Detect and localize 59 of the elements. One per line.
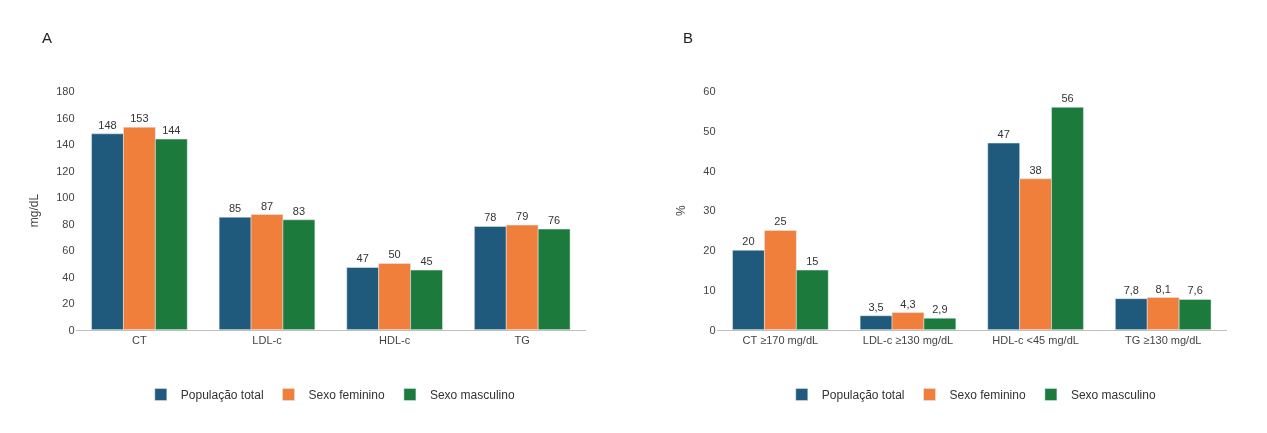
data-label: 56 xyxy=(1061,92,1074,105)
data-label: 50 xyxy=(388,248,401,261)
data-label: 4,3 xyxy=(900,297,916,310)
data-label: 144 xyxy=(162,124,181,137)
y-tick-label: 0 xyxy=(709,323,716,336)
x-tick-label: HDL-c <45 mg/dL xyxy=(992,333,1079,346)
data-label: 25 xyxy=(774,215,787,228)
y-tick-label: 40 xyxy=(62,270,75,283)
data-label: 20 xyxy=(742,235,755,248)
legend-label: População total xyxy=(180,388,264,403)
y-tick-label: 60 xyxy=(703,85,716,98)
data-label: 79 xyxy=(516,210,529,223)
y-tick-label: 20 xyxy=(62,297,75,310)
x-tick-label: CT xyxy=(132,333,148,346)
x-tick-label: LDL-c ≥130 mg/dL xyxy=(862,333,954,346)
x-tick-label: CT ≥170 mg/dL xyxy=(742,333,819,346)
data-label: 153 xyxy=(130,112,149,125)
y-tick-label: 30 xyxy=(703,204,716,217)
y-tick-label: 140 xyxy=(56,138,75,151)
data-label: 3,5 xyxy=(868,300,884,313)
legend-label: Sexo feminino xyxy=(949,388,1026,403)
x-tick-label: HDL-c xyxy=(379,333,411,346)
chart-title: B xyxy=(683,29,694,46)
y-axis-title: % xyxy=(673,204,688,216)
data-label: 7,6 xyxy=(1187,284,1203,297)
data-label: 45 xyxy=(420,255,433,268)
data-label: 7,8 xyxy=(1123,283,1139,296)
data-label: 148 xyxy=(98,118,117,131)
y-tick-label: 100 xyxy=(56,191,75,204)
legend-label: Sexo masculino xyxy=(429,388,515,403)
legend-label: Sexo feminino xyxy=(308,388,385,403)
y-tick-label: 10 xyxy=(703,283,716,296)
y-tick-label: 40 xyxy=(703,164,716,177)
data-label: 47 xyxy=(356,252,369,265)
y-tick-label: 60 xyxy=(62,244,75,257)
y-tick-label: 160 xyxy=(56,111,75,124)
y-tick-label: 80 xyxy=(62,217,75,230)
data-label: 8,1 xyxy=(1155,282,1171,295)
x-tick-label: TG ≥130 mg/dL xyxy=(1125,333,1202,346)
y-tick-label: 50 xyxy=(703,125,716,138)
data-label: 83 xyxy=(292,204,306,217)
data-label: 85 xyxy=(228,202,242,215)
data-label: 47 xyxy=(997,128,1010,141)
data-label: 38 xyxy=(1029,163,1042,176)
data-label: 2,9 xyxy=(932,303,948,316)
x-tick-label: LDL-c xyxy=(252,333,283,346)
data-label: 78 xyxy=(484,211,497,224)
legend-label: População total xyxy=(821,388,905,403)
chart-title: A xyxy=(42,29,53,46)
data-label: 87 xyxy=(260,199,274,212)
y-axis-title: mg/dL xyxy=(26,193,41,228)
y-tick-label: 180 xyxy=(56,85,75,98)
x-tick-label: TG xyxy=(514,333,530,346)
legend-label: Sexo masculino xyxy=(1070,388,1156,403)
y-tick-label: 20 xyxy=(703,244,716,257)
y-tick-label: 0 xyxy=(68,323,75,336)
data-label: 76 xyxy=(547,214,561,227)
y-tick-label: 120 xyxy=(56,164,75,177)
data-label: 15 xyxy=(806,255,819,268)
